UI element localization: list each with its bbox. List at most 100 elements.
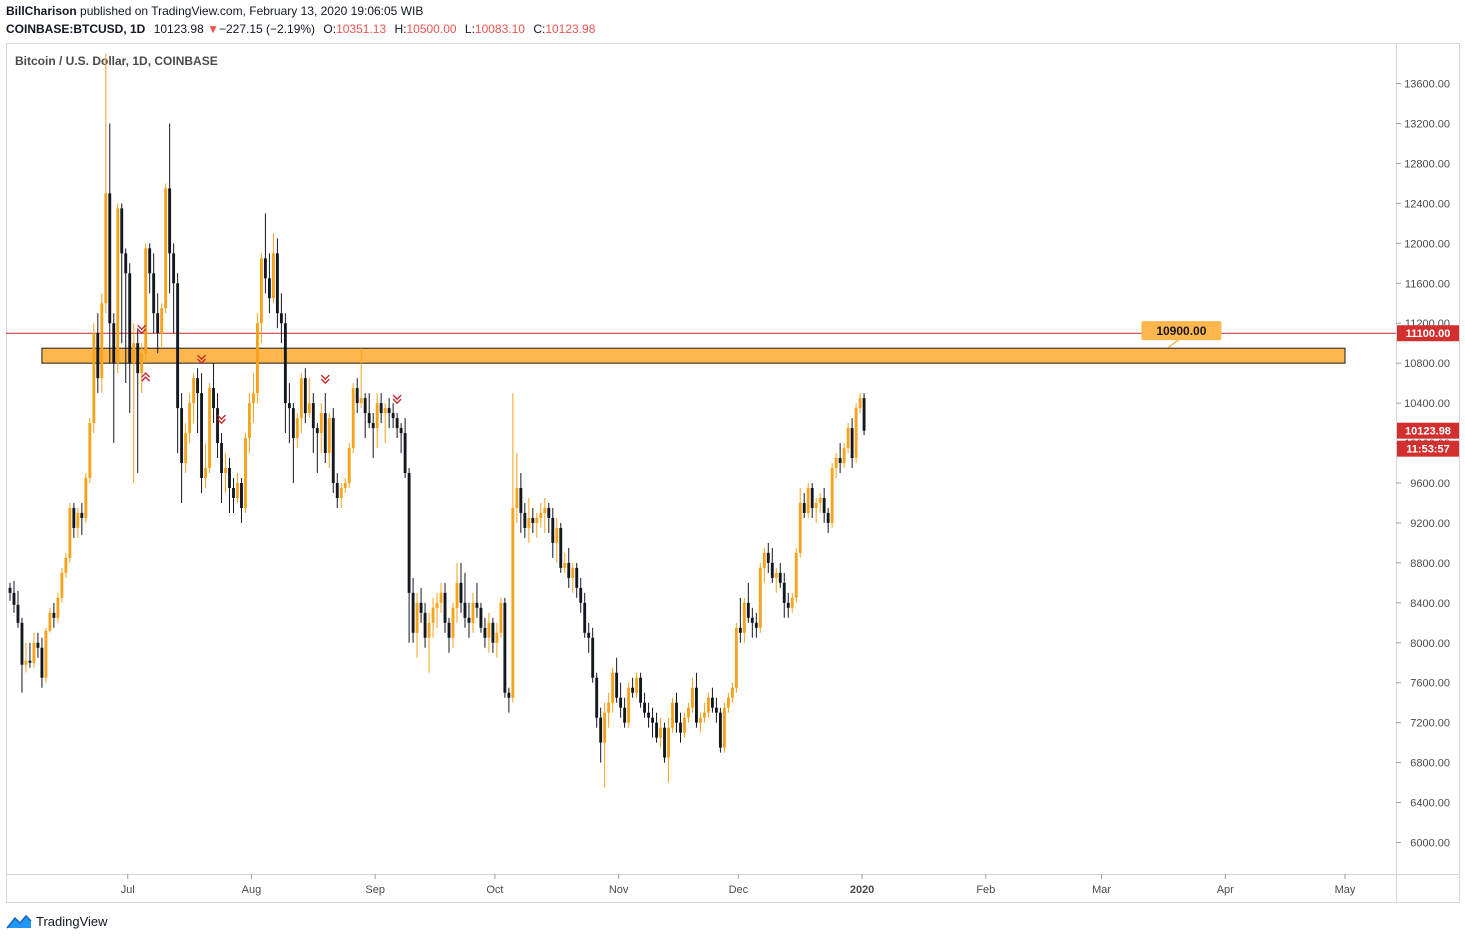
price-change: −227.15 (−2.19%): [218, 22, 316, 36]
chevron-down-icon: [197, 354, 207, 365]
candle-up: [667, 717, 670, 783]
tradingview-footer[interactable]: TradingView: [6, 910, 108, 932]
candle-up: [343, 478, 347, 493]
publish-info: BillCharison published on TradingView.co…: [6, 4, 423, 18]
author-name[interactable]: BillCharison: [6, 4, 77, 18]
candle-down: [459, 562, 463, 613]
candle-body: [411, 592, 415, 633]
candle-body: [32, 642, 36, 663]
candle-body: [830, 468, 834, 523]
candle-down: [850, 418, 854, 469]
candle-down: [263, 213, 267, 294]
candle-body: [315, 428, 319, 434]
candle-body: [351, 388, 355, 449]
candle-body: [639, 677, 643, 703]
candle-up: [359, 348, 363, 409]
candle-body: [587, 632, 591, 638]
candle-up: [499, 597, 503, 638]
candle-up: [527, 497, 531, 543]
candle-down: [782, 572, 786, 618]
x-tick-label: Nov: [609, 884, 629, 896]
candle-body: [766, 552, 770, 563]
candle-body: [28, 660, 32, 663]
y-tick-label: 13200.00: [1404, 119, 1450, 131]
candle-down: [623, 697, 627, 728]
candle-body: [184, 433, 188, 464]
candle-body: [762, 552, 766, 568]
candle-body: [60, 572, 64, 598]
candle-down: [583, 592, 587, 638]
x-tick-label: Mar: [1092, 884, 1111, 896]
candle-up: [774, 567, 778, 593]
candle-body: [40, 647, 44, 678]
candle-up: [699, 712, 702, 733]
chevron-path: [197, 354, 207, 365]
candle-up: [734, 622, 738, 693]
candle-down: [291, 403, 295, 484]
candle-body: [511, 507, 515, 698]
candle-up: [798, 487, 802, 558]
candle-body: [48, 612, 52, 631]
candle-up: [347, 443, 351, 488]
candle-down: [180, 393, 184, 503]
y-tick-label: 6400.00: [1410, 798, 1450, 810]
candle-down: [220, 433, 223, 503]
candle-body: [228, 468, 231, 488]
candle-down: [72, 502, 76, 538]
candle-down: [447, 617, 451, 653]
candle-body: [814, 502, 818, 508]
candle-body: [16, 604, 20, 623]
candle-body: [786, 602, 790, 608]
resistance-price-tag-text: 11100.00: [1406, 328, 1451, 340]
chevron-path: [320, 374, 330, 385]
candle-down: [240, 478, 243, 523]
candle-body: [395, 418, 399, 429]
candle-up: [555, 517, 559, 563]
candle-down: [567, 547, 571, 588]
candle-down: [718, 707, 722, 753]
candle-body: [168, 188, 172, 254]
symbol-name[interactable]: COINBASE:BTCUSD, 1D: [6, 22, 146, 36]
candle-up: [299, 373, 303, 434]
candle-up: [427, 612, 431, 673]
candle-body: [455, 582, 459, 608]
price-tags: 11100.00 10123.98 11:53:57: [1397, 325, 1459, 457]
candle-body: [539, 512, 543, 518]
chevron-up-icon: [141, 372, 151, 382]
x-tick-label: Oct: [486, 884, 503, 896]
candle-body: [323, 413, 327, 454]
candle-down: [216, 393, 219, 459]
candle-down: [519, 473, 523, 533]
resistance-price-tag-bg: [1397, 325, 1459, 342]
candle-up: [24, 642, 28, 673]
candle-down: [303, 368, 307, 424]
candle-body: [240, 483, 243, 508]
candle-body: [822, 497, 826, 513]
candle-body: [44, 630, 48, 678]
candle-up: [487, 612, 491, 653]
candle-body: [435, 602, 439, 608]
candle-body: [96, 333, 100, 379]
candle-up: [68, 502, 72, 563]
candle-series: [8, 53, 866, 788]
candle-up: [192, 373, 196, 424]
candle-up: [64, 552, 68, 578]
candle-body: [595, 677, 599, 718]
close-value: 10123.98: [545, 22, 596, 36]
chevron-path: [141, 372, 151, 382]
candle-body: [850, 428, 854, 459]
candle-body: [734, 627, 738, 688]
candle-body: [24, 660, 28, 665]
candle-down: [655, 712, 658, 743]
candle-body: [515, 487, 519, 508]
candle-down: [770, 547, 774, 583]
candle-body: [140, 353, 144, 374]
candle-down: [778, 562, 782, 588]
candle-down: [323, 393, 327, 464]
candle-up: [543, 497, 547, 533]
candle-body: [88, 423, 92, 479]
candle-body: [854, 408, 858, 459]
candle-body: [559, 527, 563, 568]
candle-body: [623, 707, 627, 723]
